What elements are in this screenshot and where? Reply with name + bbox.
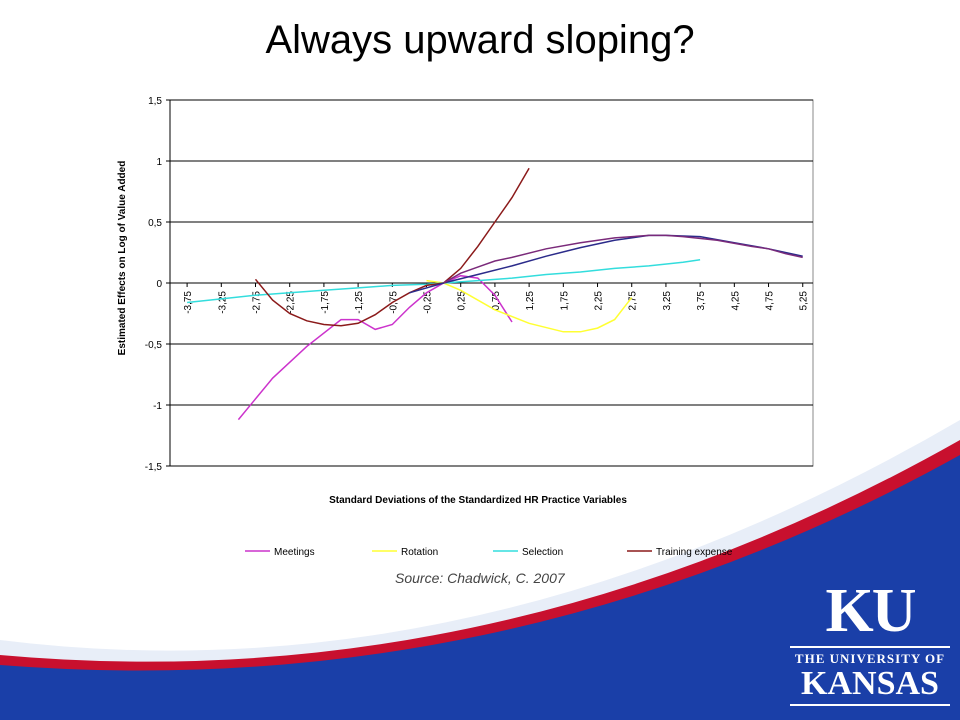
series-line (254, 167, 530, 327)
x-tick-label: -2,75 (252, 291, 263, 314)
ku-mark: KU (825, 577, 917, 645)
x-tick-label: -0,25 (423, 291, 434, 314)
x-tick-label: 2,75 (628, 291, 639, 311)
legend-label: Selection (522, 547, 563, 558)
x-tick-label: 3,75 (696, 291, 707, 311)
series-line (426, 279, 633, 333)
slide-title: Always upward sloping? (265, 18, 695, 62)
x-tick-label: 5,25 (799, 291, 810, 311)
y-tick-label: 0,5 (148, 218, 162, 229)
y-axis-label: Estimated Effects on Log of Value Added (117, 161, 128, 356)
x-tick-label: -3,25 (217, 291, 228, 314)
x-tick-label: 4,25 (730, 291, 741, 311)
ku-university-of: THE UNIVERSITY OF (790, 646, 950, 667)
series-line (237, 274, 513, 421)
legend-label: Meetings (274, 547, 315, 558)
y-tick-label: 1 (156, 157, 162, 168)
x-tick-label: 1,75 (559, 291, 570, 311)
x-tick-label: -1,25 (354, 291, 365, 314)
ku-kansas: KANSAS (790, 667, 950, 706)
x-tick-label: -2,25 (286, 291, 297, 314)
legend-label: Rotation (401, 547, 438, 558)
x-tick-label: 3,25 (662, 291, 673, 311)
y-tick-label: -0,5 (145, 340, 163, 351)
x-tick-label: 2,25 (594, 291, 605, 311)
source-citation: Source: Chadwick, C. 2007 (395, 570, 565, 586)
x-tick-label: 0,25 (457, 291, 468, 311)
x-tick-label: -1,75 (320, 291, 331, 314)
x-axis-label: Standard Deviations of the Standardized … (329, 495, 627, 506)
series-line (443, 234, 803, 284)
y-tick-label: -1 (153, 401, 162, 412)
x-tick-label: 1,25 (525, 291, 536, 311)
legend-label: Training expense (656, 547, 733, 558)
y-tick-label: 1,5 (148, 96, 162, 107)
x-tick-label: 0,75 (491, 291, 502, 311)
chart: 1,510,50-0,5-1-1,5-3,75 -3,25 -2,75 -2,25 -1… (117, 96, 814, 558)
y-tick-label: -1,5 (145, 462, 163, 473)
y-tick-label: 0 (156, 279, 162, 290)
series-line (187, 259, 701, 304)
ku-logo: KU THE UNIVERSITY OF KANSAS (790, 580, 950, 706)
series-line (409, 234, 803, 294)
x-tick-label: 4,75 (765, 291, 776, 311)
